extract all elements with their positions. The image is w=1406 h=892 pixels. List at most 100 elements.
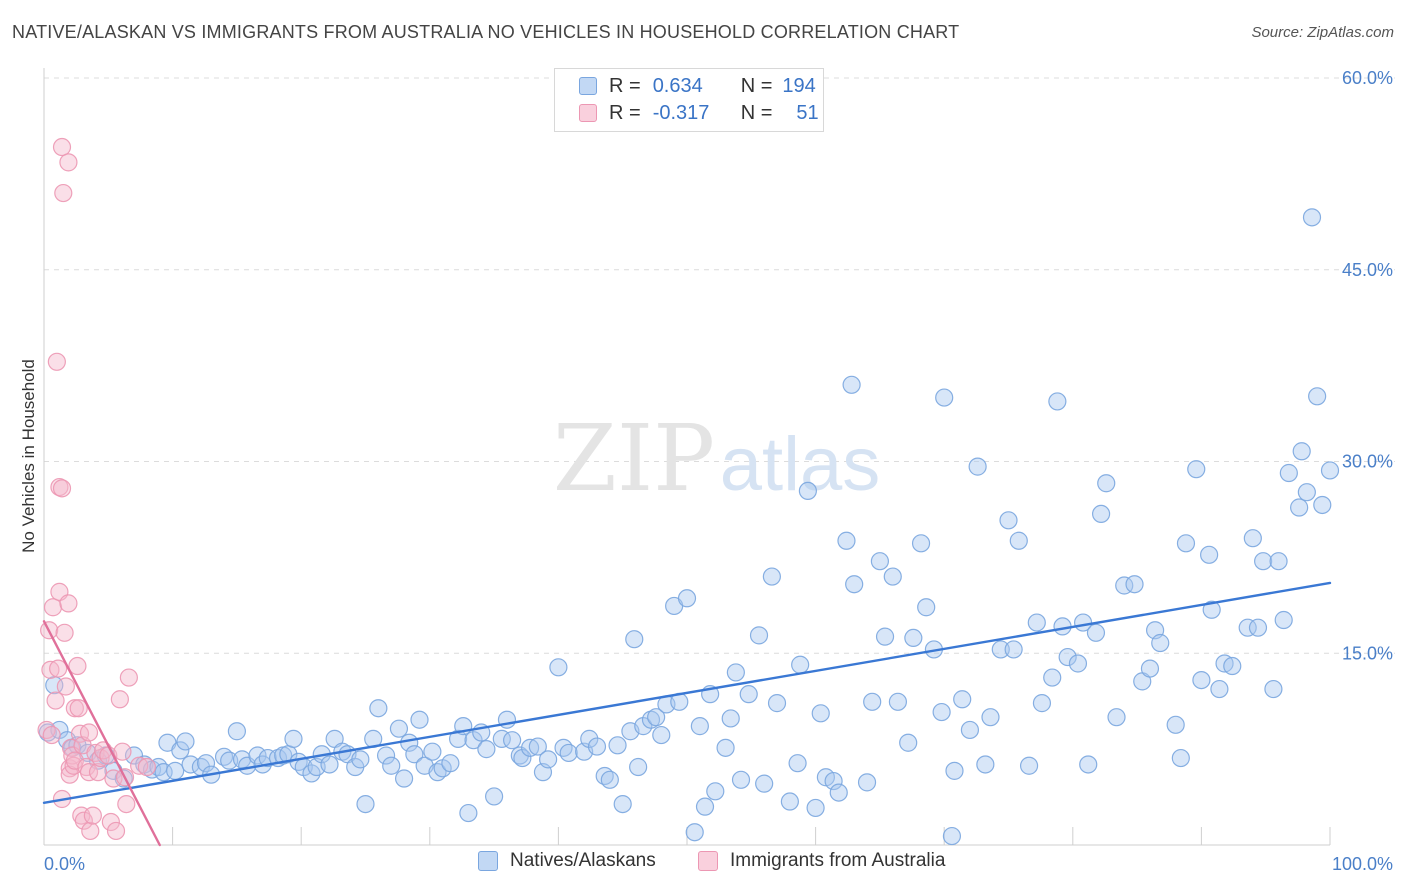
- natives-point: [1223, 656, 1242, 676]
- natives-point: [227, 722, 246, 741]
- legend-row-natives: R = 0.634 N = 194: [579, 73, 816, 99]
- natives-point: [1004, 640, 1023, 659]
- immigrants-point: [59, 594, 78, 613]
- immigrants-point: [119, 668, 138, 687]
- natives-point: [1091, 504, 1111, 524]
- immigrants-point: [88, 763, 108, 782]
- immigrants-point: [110, 690, 129, 709]
- natives-point: [888, 692, 908, 711]
- natives-point: [549, 658, 568, 677]
- natives-point: [932, 702, 951, 722]
- legend-swatch-natives: [478, 851, 498, 871]
- legend-n-label: N =: [740, 101, 773, 124]
- immigrants-point: [74, 811, 93, 830]
- natives-point: [767, 694, 787, 713]
- natives-point: [875, 627, 895, 646]
- immigrants-point: [65, 699, 84, 718]
- natives-point: [716, 738, 735, 757]
- natives-point: [942, 826, 962, 846]
- natives-point: [739, 685, 758, 704]
- natives-point: [1238, 618, 1257, 637]
- natives-point: [1248, 618, 1268, 637]
- legend-r-label: R =: [609, 101, 641, 124]
- immigrants-point: [52, 137, 72, 157]
- immigrants-point: [56, 677, 75, 696]
- immigrants-point: [106, 821, 126, 841]
- natives-point: [356, 794, 375, 814]
- y-axis-label: No Vehicles in Household: [19, 359, 38, 553]
- natives-point: [935, 388, 954, 407]
- legend-r-label: R =: [609, 74, 641, 97]
- natives-point: [528, 737, 547, 756]
- natives-point: [999, 511, 1018, 530]
- legend-r-value: 0.634: [652, 74, 703, 97]
- natives-point: [1140, 659, 1160, 678]
- immigrants-point: [69, 699, 88, 718]
- legend-n-value: 194: [782, 74, 816, 97]
- natives-point: [641, 710, 661, 729]
- natives-point: [1292, 442, 1311, 461]
- natives-point: [485, 787, 504, 806]
- natives-point: [351, 750, 370, 769]
- natives-point: [171, 741, 190, 760]
- natives-point: [405, 745, 424, 764]
- immigrants-point: [59, 153, 78, 172]
- natives-point: [559, 743, 578, 763]
- natives-point: [220, 751, 239, 770]
- natives-point: [811, 704, 830, 723]
- natives-point: [1254, 552, 1273, 571]
- natives-point: [410, 710, 429, 729]
- natives-point: [1019, 756, 1039, 775]
- series-immigrants-points: [37, 137, 156, 841]
- natives-point: [389, 719, 409, 738]
- natives-point: [284, 729, 303, 748]
- natives-point: [1264, 679, 1283, 699]
- y-tick-label: 30.0%: [1342, 452, 1393, 472]
- natives-point: [1058, 647, 1077, 667]
- natives-point: [953, 690, 972, 709]
- natives-point: [845, 575, 864, 594]
- natives-point: [1187, 460, 1206, 479]
- natives-point: [464, 731, 483, 750]
- natives-point: [1171, 748, 1190, 768]
- immigrants-point: [42, 725, 61, 745]
- natives-point: [539, 750, 558, 769]
- natives-point: [629, 757, 648, 777]
- natives-point: [1027, 613, 1046, 632]
- natives-point: [1166, 715, 1185, 734]
- natives-point: [721, 709, 740, 728]
- natives-point: [960, 720, 980, 740]
- natives-point: [911, 534, 931, 553]
- natives-point: [706, 782, 725, 801]
- natives-point: [1097, 474, 1116, 493]
- source-credit: Source: ZipAtlas.com: [1251, 24, 1394, 41]
- natives-point: [459, 803, 478, 823]
- immigrants-point: [49, 659, 68, 678]
- trend-line-natives: [42, 581, 1332, 805]
- natives-point: [376, 746, 396, 765]
- natives-point: [1053, 617, 1072, 636]
- natives-point: [991, 640, 1010, 659]
- natives-point: [1107, 708, 1126, 727]
- natives-point: [1279, 463, 1298, 483]
- legend-label-immigrants: Immigrants from Australia: [730, 850, 946, 871]
- natives-point: [837, 531, 856, 550]
- natives-point: [755, 774, 774, 793]
- natives-point: [1290, 498, 1309, 517]
- y-tick-label: 45.0%: [1342, 260, 1393, 280]
- immigrants-point: [104, 769, 123, 788]
- legend-swatch-natives: [579, 77, 597, 95]
- natives-point: [968, 457, 987, 476]
- immigrants-point: [101, 812, 120, 832]
- natives-point: [320, 755, 339, 774]
- natives-point: [521, 738, 540, 757]
- natives-point: [369, 699, 388, 718]
- natives-point: [652, 725, 671, 745]
- legend-swatch-immigrants: [698, 851, 718, 871]
- natives-point: [1313, 495, 1332, 515]
- natives-point: [441, 754, 460, 773]
- natives-point: [695, 797, 715, 816]
- natives-point: [510, 746, 529, 765]
- series-natives-points: [38, 208, 1340, 846]
